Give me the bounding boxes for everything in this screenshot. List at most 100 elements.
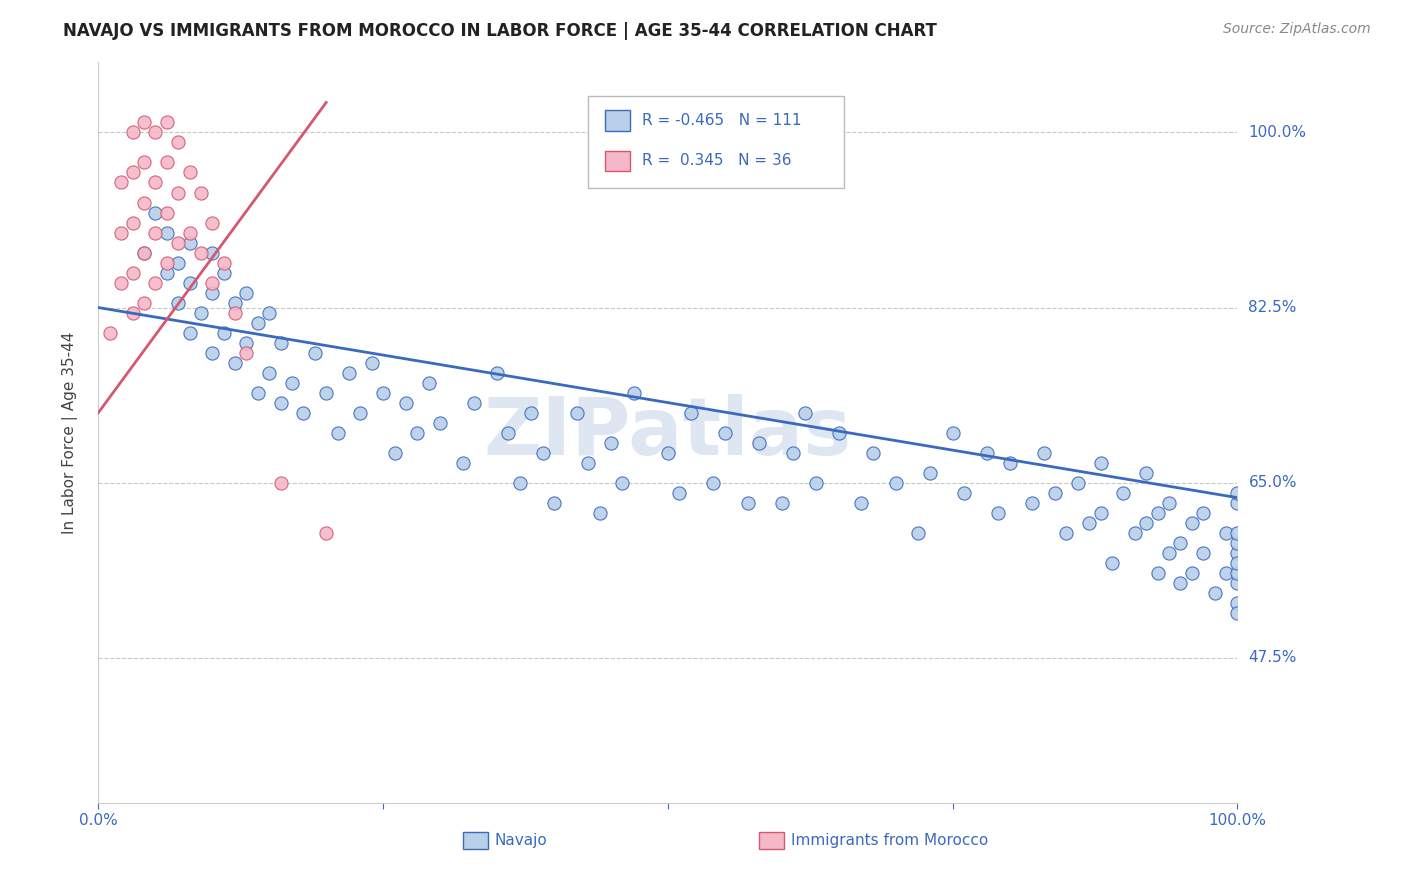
- Text: R =  0.345   N = 36: R = 0.345 N = 36: [641, 153, 792, 169]
- Point: [1192, 546, 1215, 560]
- Point: [1226, 485, 1249, 500]
- Point: [862, 445, 884, 459]
- Point: [132, 295, 155, 310]
- Point: [132, 155, 155, 169]
- Point: [668, 485, 690, 500]
- Point: [1226, 606, 1249, 620]
- Point: [907, 525, 929, 540]
- Point: [384, 445, 406, 459]
- Point: [179, 276, 201, 290]
- Point: [1090, 456, 1112, 470]
- Point: [121, 165, 143, 179]
- Point: [110, 226, 132, 240]
- Point: [145, 226, 167, 240]
- Point: [793, 406, 815, 420]
- Point: [623, 385, 645, 400]
- Point: [1157, 546, 1180, 560]
- Point: [1112, 485, 1135, 500]
- Point: [201, 245, 224, 260]
- Point: [1226, 556, 1249, 570]
- Point: [1226, 546, 1249, 560]
- Text: R = -0.465   N = 111: R = -0.465 N = 111: [641, 112, 801, 128]
- Point: [167, 235, 190, 250]
- Point: [190, 245, 212, 260]
- Text: NAVAJO VS IMMIGRANTS FROM MOROCCO IN LABOR FORCE | AGE 35-44 CORRELATION CHART: NAVAJO VS IMMIGRANTS FROM MOROCCO IN LAB…: [63, 22, 938, 40]
- Point: [156, 205, 179, 219]
- Point: [156, 155, 179, 169]
- Point: [714, 425, 737, 440]
- Point: [543, 496, 565, 510]
- Point: [1215, 525, 1237, 540]
- Point: [998, 456, 1021, 470]
- Point: [132, 115, 155, 129]
- Point: [429, 416, 451, 430]
- Point: [167, 255, 190, 269]
- Point: [1146, 566, 1168, 580]
- Point: [201, 215, 224, 229]
- Point: [270, 335, 292, 350]
- Point: [1146, 506, 1168, 520]
- Point: [132, 245, 155, 260]
- Point: [737, 496, 759, 510]
- Point: [498, 425, 520, 440]
- Point: [145, 276, 167, 290]
- Point: [132, 195, 155, 210]
- Point: [259, 366, 281, 380]
- Text: Source: ZipAtlas.com: Source: ZipAtlas.com: [1223, 22, 1371, 37]
- Point: [270, 395, 292, 409]
- Point: [145, 176, 167, 190]
- Point: [179, 235, 201, 250]
- Point: [179, 326, 201, 340]
- Y-axis label: In Labor Force | Age 35-44: In Labor Force | Age 35-44: [62, 332, 77, 533]
- Point: [451, 456, 474, 470]
- Point: [406, 425, 429, 440]
- Point: [110, 176, 132, 190]
- Point: [201, 276, 224, 290]
- Point: [1101, 556, 1123, 570]
- Point: [246, 316, 269, 330]
- Point: [1067, 475, 1090, 490]
- Point: [121, 266, 143, 280]
- Point: [463, 395, 485, 409]
- FancyBboxPatch shape: [605, 110, 630, 130]
- Text: ZIPatlas: ZIPatlas: [484, 393, 852, 472]
- Point: [1135, 466, 1157, 480]
- Point: [121, 126, 143, 140]
- Point: [315, 385, 337, 400]
- Point: [132, 245, 155, 260]
- Point: [315, 525, 337, 540]
- Point: [246, 385, 269, 400]
- FancyBboxPatch shape: [605, 151, 630, 171]
- Point: [1043, 485, 1066, 500]
- Point: [121, 305, 143, 319]
- FancyBboxPatch shape: [588, 95, 845, 188]
- Point: [1181, 566, 1204, 580]
- Point: [918, 466, 941, 480]
- Point: [851, 496, 873, 510]
- Point: [201, 285, 224, 300]
- Point: [167, 136, 190, 150]
- Point: [782, 445, 804, 459]
- Point: [804, 475, 827, 490]
- Point: [156, 115, 179, 129]
- Point: [770, 496, 793, 510]
- Text: 100.0%: 100.0%: [1249, 125, 1306, 140]
- Point: [1226, 535, 1249, 549]
- Point: [145, 126, 167, 140]
- Point: [337, 366, 360, 380]
- Point: [418, 376, 440, 390]
- Point: [1032, 445, 1054, 459]
- Point: [156, 226, 179, 240]
- Point: [201, 345, 224, 359]
- Point: [235, 335, 257, 350]
- Point: [612, 475, 634, 490]
- Point: [1078, 516, 1101, 530]
- Point: [371, 385, 394, 400]
- Point: [1226, 575, 1249, 590]
- Point: [531, 445, 554, 459]
- Point: [224, 355, 246, 369]
- Point: [1192, 506, 1215, 520]
- Point: [576, 456, 599, 470]
- Point: [212, 255, 235, 269]
- Point: [292, 406, 315, 420]
